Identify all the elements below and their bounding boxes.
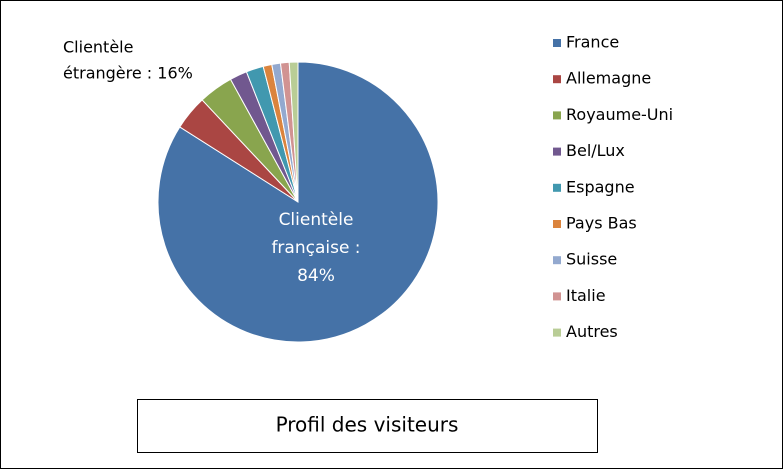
annotation: étrangère : 16% [63, 64, 193, 83]
chart-title: Profil des visiteurs [276, 413, 459, 437]
legend-label: Autres [566, 322, 618, 341]
legend-swatch [553, 328, 561, 337]
annotation: française : [271, 238, 360, 258]
legend-swatch [553, 147, 561, 156]
annotation: 84% [297, 266, 335, 286]
legend-swatch [553, 75, 561, 84]
legend-swatch [553, 39, 561, 47]
legend-label: Suisse [566, 250, 617, 269]
annotation: Clientèle [63, 38, 133, 57]
annotation: Clientèle [279, 210, 354, 230]
legend-swatch [553, 183, 561, 192]
legend-label: Espagne [566, 177, 635, 196]
pie-slice [157, 61, 439, 343]
legend-label: France [566, 33, 619, 52]
legend-label: Royaume-Uni [566, 105, 673, 124]
title-box [137, 399, 598, 453]
legend-swatch [553, 220, 561, 228]
legend-label: Allemagne [566, 69, 651, 88]
legend-swatch [553, 111, 561, 120]
legend-label: Bel/Lux [566, 141, 625, 160]
legend-label: Pays Bas [566, 214, 637, 233]
legend-swatch [553, 256, 561, 265]
legend-label: Italie [566, 286, 606, 305]
pie-slice [288, 61, 299, 203]
legend-swatch [553, 292, 561, 301]
